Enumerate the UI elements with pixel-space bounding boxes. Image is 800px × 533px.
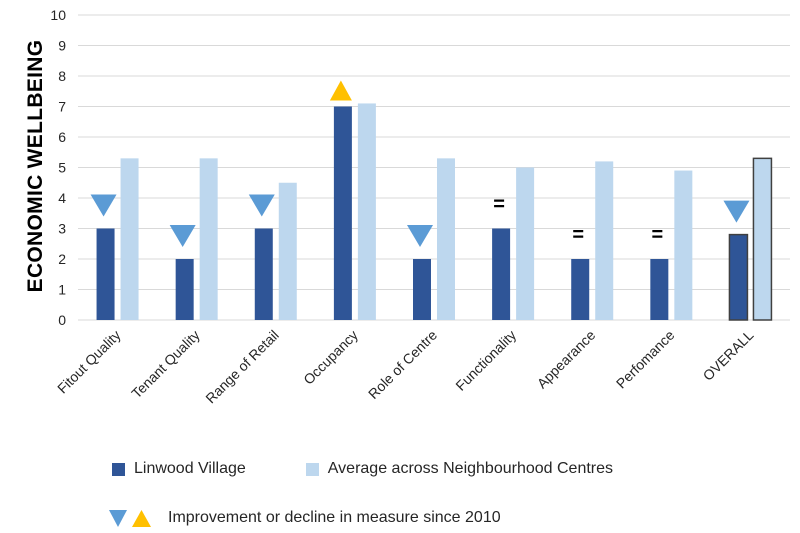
y-tick-label: 6 <box>58 129 66 145</box>
legend: Linwood Village Average across Neighbour… <box>112 460 613 478</box>
legend-triangles-icon <box>109 510 151 527</box>
category-label: Fitout Quality <box>54 327 124 397</box>
change-markers: = = = <box>90 80 750 247</box>
bar-linwood-5 <box>492 228 511 320</box>
category-labels: Fitout Quality Tenant Quality Range of Ret… <box>54 327 757 407</box>
y-tick-label: 4 <box>58 190 66 206</box>
category-label: Appearance <box>534 327 599 392</box>
bar-average-5 <box>516 167 535 320</box>
decline-marker-0 <box>90 194 117 217</box>
y-tick-label: 5 <box>58 160 66 176</box>
improvement-marker-3 <box>329 80 352 101</box>
bar-average-4 <box>437 158 455 320</box>
category-label: Range of Retail <box>202 327 282 407</box>
bar-linwood-7 <box>650 259 669 320</box>
category-label: Occupancy <box>300 327 361 388</box>
decline-marker-8 <box>723 200 750 223</box>
legend-markers: Improvement or decline in measure since … <box>108 507 501 529</box>
no-change-marker-7: = <box>651 224 663 246</box>
decline-marker-1 <box>169 225 196 247</box>
decline-marker-4 <box>407 225 433 247</box>
decline-marker-2 <box>248 194 275 217</box>
y-tick-label: 10 <box>50 7 66 23</box>
y-tick-label: 9 <box>58 38 66 54</box>
y-axis-label: ECONOMIC WELLBEING <box>24 40 47 293</box>
bar-average-6 <box>595 161 614 320</box>
legend-item-linwood: Linwood Village <box>112 460 246 478</box>
y-tick-label: 2 <box>58 251 66 267</box>
y-tick-label: 8 <box>58 68 66 84</box>
bar-average-3 <box>357 103 376 320</box>
bar-linwood-6 <box>571 259 590 320</box>
legend-label-average: Average across Neighbourhood Centres <box>327 460 614 477</box>
y-tick-label: 7 <box>58 99 66 115</box>
bar-average-8 <box>752 157 773 321</box>
legend-swatch-linwood <box>112 462 125 476</box>
bar-linwood-4 <box>413 259 431 320</box>
y-tick-labels: 0 1 2 3 4 5 6 7 8 9 10 <box>50 7 66 328</box>
legend-label-linwood: Linwood Village <box>134 460 246 477</box>
y-tick-label: 0 <box>58 312 66 328</box>
bar-linwood-1 <box>175 259 194 320</box>
bar-linwood-2 <box>254 228 273 320</box>
bar-average-7 <box>674 170 693 320</box>
legend-item-average: Average across Neighbourhood Centres <box>305 460 614 478</box>
bar-average-0 <box>120 158 139 320</box>
category-label: Role of Centre <box>365 327 440 402</box>
no-change-marker-6: = <box>572 224 584 246</box>
bar-average-2 <box>278 182 297 320</box>
bar-linwood-3 <box>333 106 352 320</box>
y-tick-label: 3 <box>58 221 66 237</box>
category-label: Functionality <box>452 327 519 394</box>
bars <box>96 103 773 321</box>
category-label: Perfomance <box>613 327 678 392</box>
no-change-marker-5: = <box>493 194 505 216</box>
legend-swatch-average <box>305 462 319 476</box>
y-tick-label: 1 <box>58 282 66 298</box>
bar-linwood-0 <box>96 228 115 320</box>
category-label: OVERALL <box>700 327 757 384</box>
legend-markers-label: Improvement or decline in measure since … <box>168 509 501 526</box>
category-label: Tenant Quality <box>128 327 203 402</box>
bar-linwood-8 <box>728 233 749 321</box>
bar-average-1 <box>199 158 218 320</box>
gridlines <box>78 14 790 321</box>
